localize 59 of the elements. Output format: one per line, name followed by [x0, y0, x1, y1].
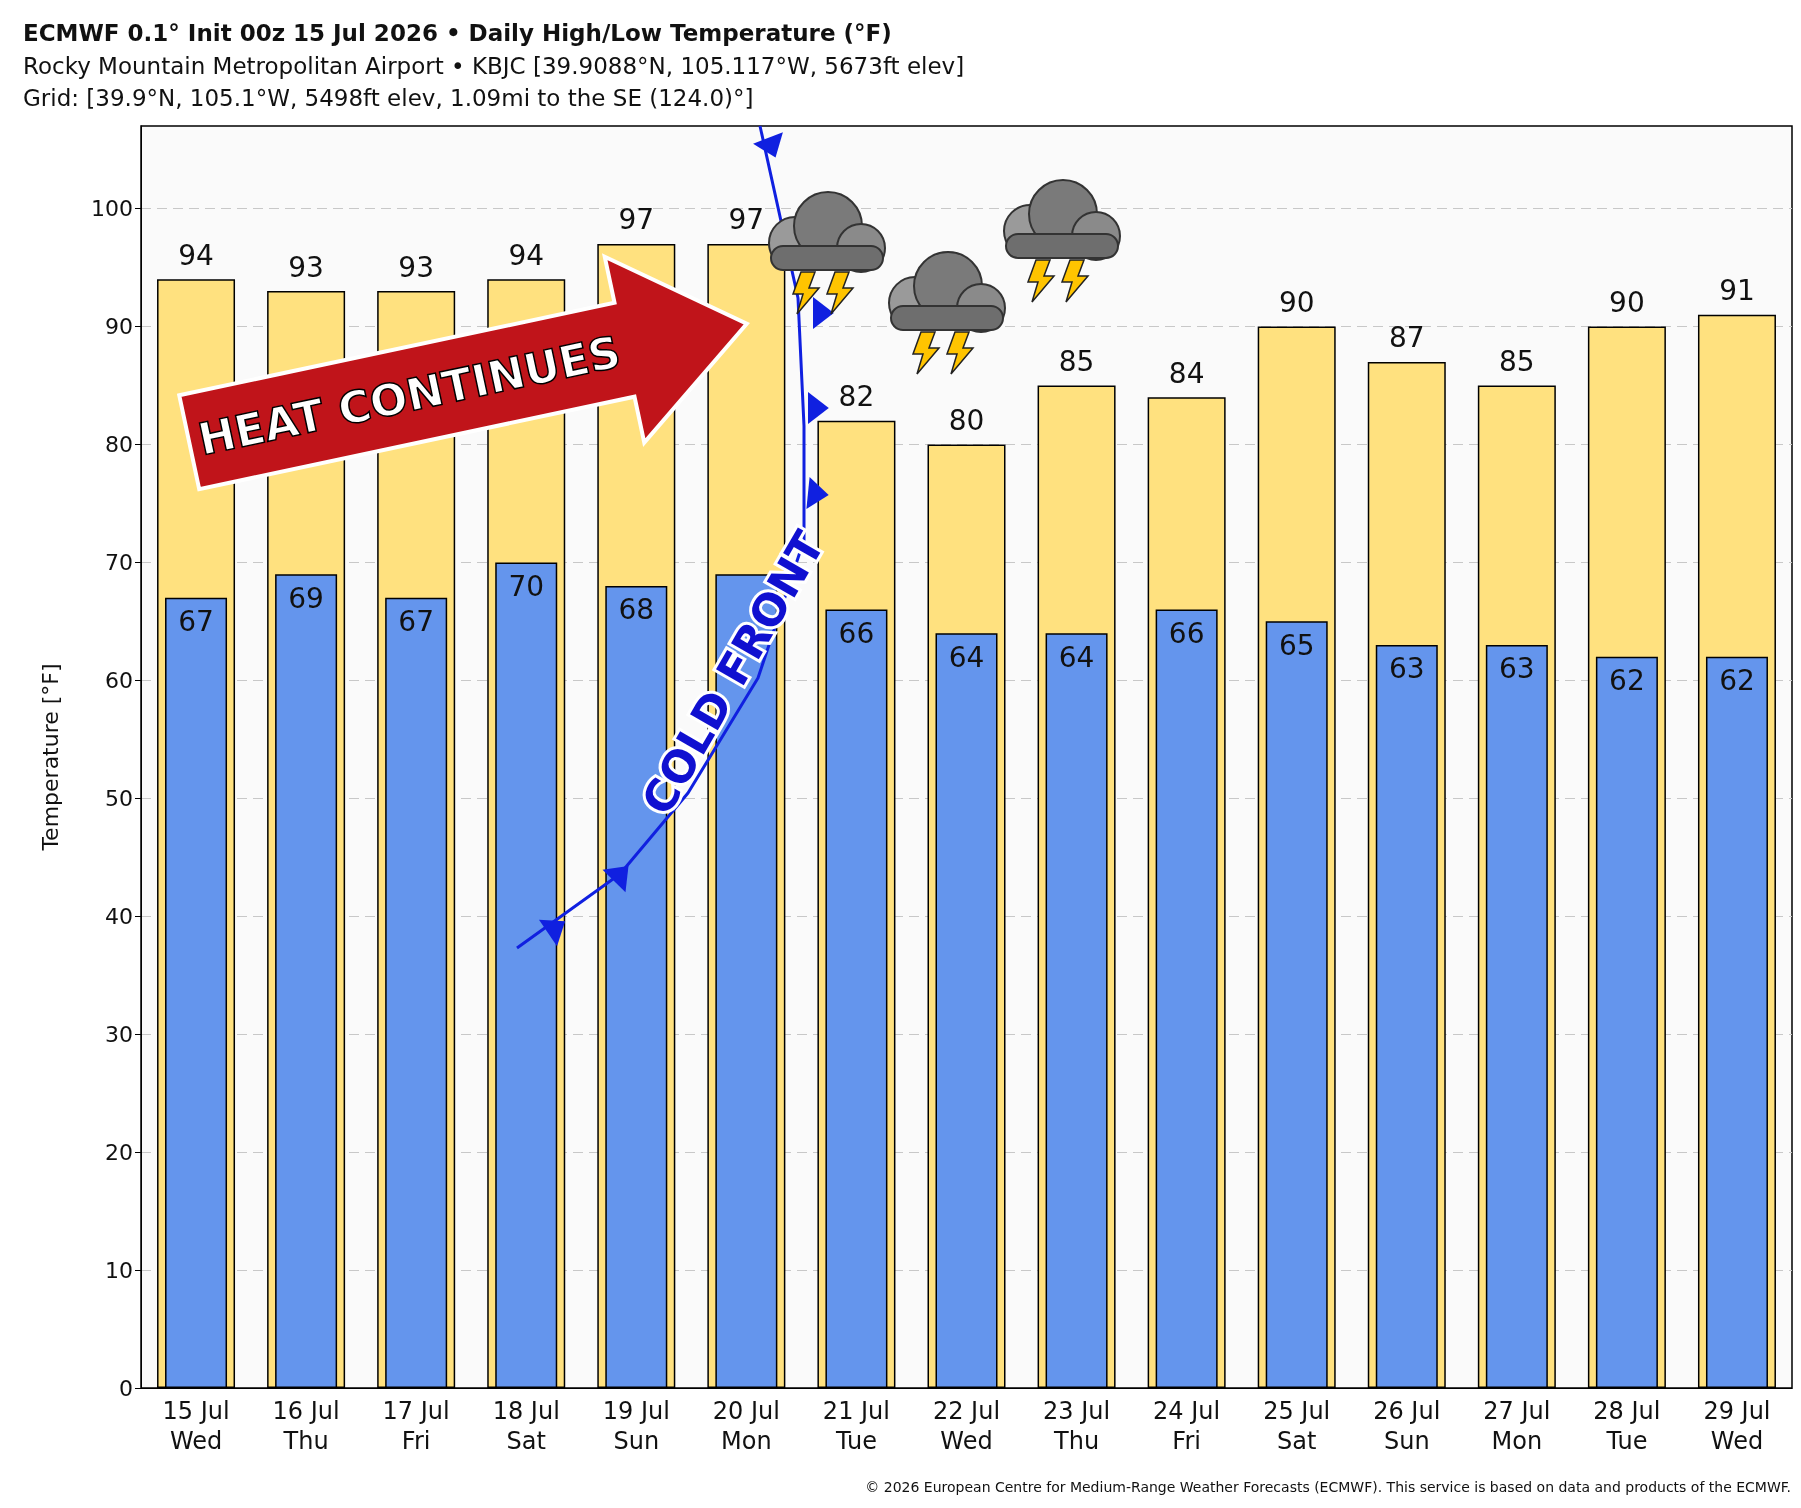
data-label: 65 — [1278, 628, 1315, 662]
x-tick-label: 25 Jul Sat — [1263, 1397, 1331, 1455]
data-label: 68 — [618, 593, 655, 627]
y-tick-label: 50 — [105, 785, 133, 811]
x-tick-label: 15 Jul Wed — [162, 1397, 230, 1455]
y-tick-label: 80 — [105, 431, 133, 457]
y-tick-label: 30 — [105, 1021, 133, 1047]
x-tick-label: 23 Jul Thu — [1043, 1397, 1111, 1455]
y-tick-label: 100 — [91, 196, 133, 222]
data-label: 93 — [398, 250, 434, 284]
chart-title: ECMWF 0.1° Init 00z 15 Jul 2026 • Daily High/Low Temperature (°F) — [23, 19, 892, 46]
chart-subtitle: Rocky Mountain Metropolitan Airport • KBJC [39.9088°N, 105.117°W, 5673ft elev] Grid: [39.9°N, 105.1°W, 5498ft elev, 1.09mi to the SE (124.0)°] — [23, 53, 965, 111]
data-label: 97 — [728, 203, 765, 237]
data-label: 82 — [838, 380, 875, 414]
data-label: 84 — [1168, 356, 1205, 390]
y-tick-label: 40 — [105, 903, 133, 929]
y-tick-label: 60 — [105, 667, 133, 693]
x-tick-label: 21 Jul Tue — [822, 1397, 890, 1455]
x-tick-label: 18 Jul Sat — [492, 1397, 560, 1455]
data-label: 85 — [1499, 344, 1535, 378]
data-label: 69 — [288, 581, 324, 615]
y-axis-title: Temperature [°F] — [37, 663, 63, 852]
data-label: 97 — [618, 203, 655, 237]
text: © 2026 European Centre for Medium-Range Weather Forecasts (ECMWF). This service is based on data and products of the ECMWF. — [865, 1479, 1791, 1495]
data-label: 66 — [838, 617, 875, 651]
data-label: 67 — [398, 605, 434, 639]
x-tick-label: 22 Jul Wed — [932, 1397, 1001, 1455]
data-label: 63 — [1499, 652, 1535, 686]
y-tick-label: 20 — [105, 1139, 133, 1165]
y-tick-label: 10 — [105, 1257, 133, 1283]
data-label: 91 — [1719, 274, 1755, 308]
data-label: 64 — [948, 640, 985, 674]
data-label: 64 — [1058, 640, 1095, 674]
data-label: 85 — [1058, 344, 1095, 378]
x-tick-label: 19 Jul Sun — [602, 1397, 670, 1455]
x-tick-label: 24 Jul Fri — [1153, 1397, 1221, 1455]
data-label: 80 — [948, 403, 985, 437]
x-tick-label: 28 Jul Tue — [1593, 1397, 1661, 1455]
data-label: 66 — [1168, 617, 1205, 651]
x-tick-label: 26 Jul Sun — [1373, 1397, 1441, 1455]
data-label: 90 — [1278, 286, 1315, 319]
y-tick-label: 70 — [105, 549, 133, 575]
data-label: 70 — [508, 569, 545, 603]
data-label: 62 — [1609, 664, 1645, 698]
data-label: 62 — [1719, 664, 1755, 698]
x-tick-label: 16 Jul Thu — [272, 1397, 340, 1455]
data-label: 93 — [288, 250, 324, 284]
x-tick-label: 17 Jul Fri — [382, 1397, 450, 1455]
y-tick-label: 0 — [119, 1375, 133, 1401]
data-label: 94 — [178, 238, 214, 272]
data-label: 94 — [508, 238, 545, 272]
data-label: 67 — [178, 605, 214, 639]
data-label: 63 — [1388, 652, 1425, 686]
y-tick-label: 90 — [105, 314, 133, 339]
x-tick-label: 29 Jul Wed — [1703, 1397, 1771, 1455]
x-tick-label: 20 Jul Mon — [712, 1397, 780, 1455]
data-label: 87 — [1388, 321, 1425, 355]
x-tick-label: 27 Jul Mon — [1483, 1397, 1551, 1455]
data-label: 90 — [1609, 286, 1645, 319]
